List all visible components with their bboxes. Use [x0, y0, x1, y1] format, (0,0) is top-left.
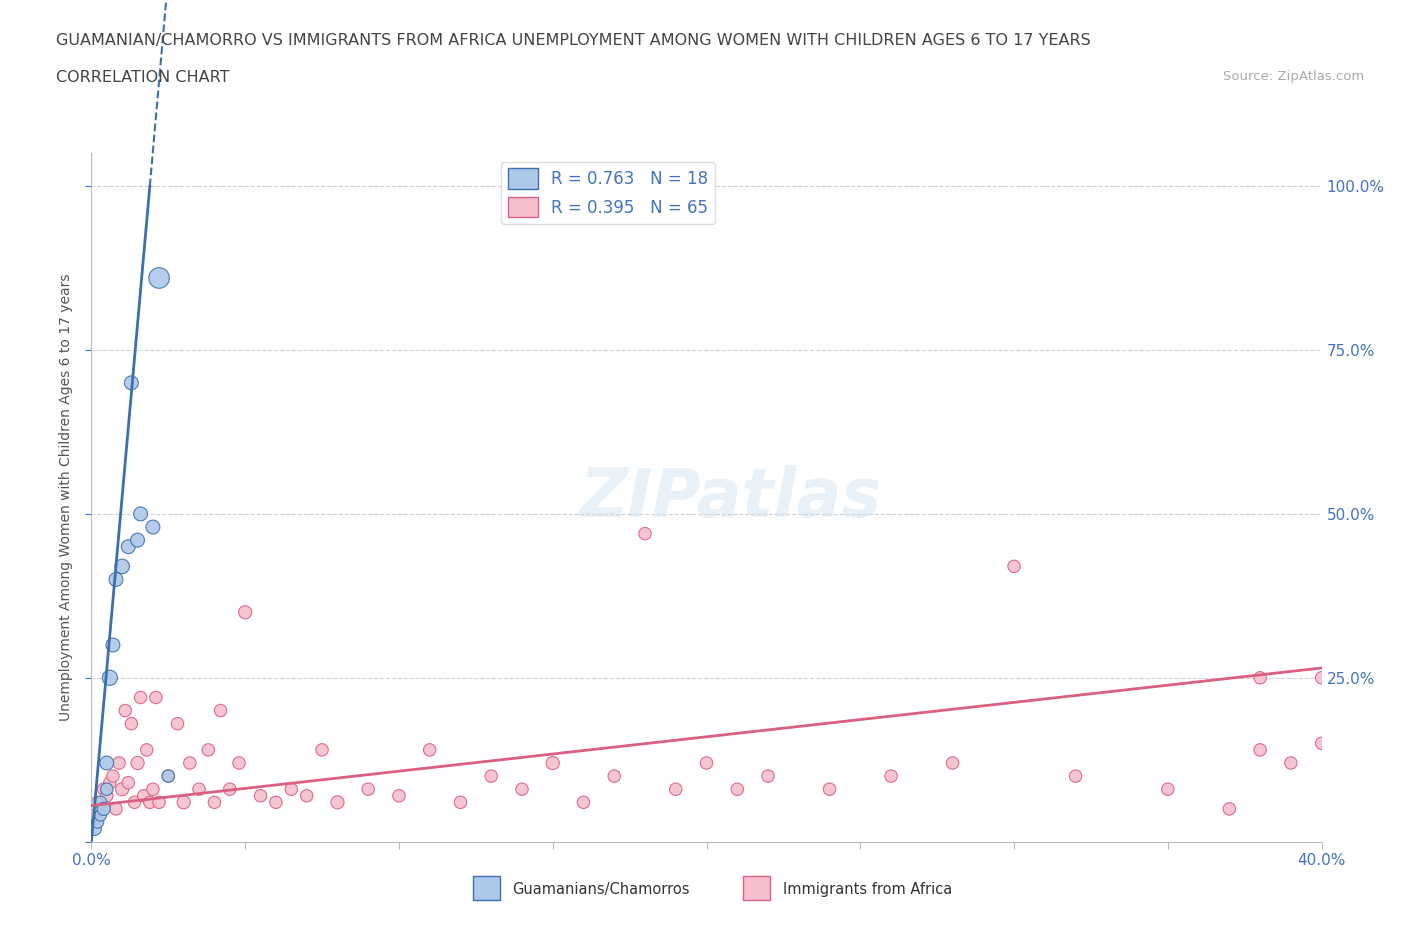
Y-axis label: Unemployment Among Women with Children Ages 6 to 17 years: Unemployment Among Women with Children A…	[59, 273, 73, 722]
Point	[86, 815, 108, 830]
Point	[139, 795, 162, 810]
Point	[1157, 782, 1180, 797]
Point	[145, 690, 167, 705]
Point	[1002, 559, 1025, 574]
Point	[264, 795, 287, 810]
Point	[942, 755, 965, 770]
Point	[105, 572, 127, 587]
Text: CORRELATION CHART: CORRELATION CHART	[56, 70, 229, 85]
Point	[148, 271, 170, 286]
Point	[83, 808, 105, 823]
Point	[218, 782, 240, 797]
Point	[1310, 736, 1333, 751]
Text: ZIPatlas: ZIPatlas	[581, 465, 882, 530]
Point	[90, 802, 112, 817]
Point	[93, 782, 115, 797]
Point	[98, 776, 121, 790]
Point	[449, 795, 471, 810]
Point	[86, 795, 108, 810]
Point	[188, 782, 211, 797]
Point	[127, 533, 149, 548]
Point	[228, 755, 250, 770]
Point	[295, 789, 318, 804]
Point	[357, 782, 380, 797]
Point	[696, 755, 718, 770]
Point	[818, 782, 841, 797]
Point	[142, 520, 165, 535]
Point	[603, 769, 626, 784]
Point	[129, 507, 152, 522]
Point	[90, 795, 112, 810]
Point	[479, 769, 502, 784]
Point	[135, 742, 157, 757]
Point	[1279, 755, 1302, 770]
Point	[90, 808, 112, 823]
Legend: R = 0.763   N = 18, R = 0.395   N = 65: R = 0.763 N = 18, R = 0.395 N = 65	[501, 162, 716, 224]
Point	[129, 690, 152, 705]
Point	[1218, 802, 1240, 817]
Point	[111, 559, 134, 574]
Point	[880, 769, 903, 784]
Point	[249, 789, 271, 804]
Point	[117, 539, 139, 554]
Point	[117, 776, 139, 790]
Point	[173, 795, 195, 810]
Point	[541, 755, 564, 770]
FancyBboxPatch shape	[744, 876, 770, 900]
Point	[1310, 671, 1333, 685]
Point	[233, 604, 256, 619]
Point	[96, 789, 118, 804]
Point	[120, 376, 142, 391]
Point	[634, 526, 657, 541]
Point	[132, 789, 155, 804]
Point	[83, 821, 105, 836]
Point	[166, 716, 188, 731]
Point	[105, 802, 127, 817]
Point	[114, 703, 136, 718]
Point	[1249, 671, 1271, 685]
FancyBboxPatch shape	[472, 876, 501, 900]
Point	[419, 742, 441, 757]
Point	[756, 769, 779, 784]
Point	[124, 795, 146, 810]
Text: Guamanians/Chamorros: Guamanians/Chamorros	[512, 883, 689, 897]
Point	[120, 716, 142, 731]
Point	[202, 795, 225, 810]
Point	[280, 782, 302, 797]
Point	[665, 782, 688, 797]
Text: Immigrants from Africa: Immigrants from Africa	[783, 883, 952, 897]
Point	[148, 795, 170, 810]
Point	[127, 755, 149, 770]
Point	[388, 789, 411, 804]
Point	[572, 795, 595, 810]
Point	[157, 769, 180, 784]
Point	[326, 795, 349, 810]
Point	[96, 755, 118, 770]
Point	[108, 755, 131, 770]
Point	[725, 782, 748, 797]
Point	[1064, 769, 1087, 784]
Point	[98, 671, 121, 685]
Point	[510, 782, 533, 797]
Point	[209, 703, 232, 718]
Text: GUAMANIAN/CHAMORRO VS IMMIGRANTS FROM AFRICA UNEMPLOYMENT AMONG WOMEN WITH CHILD: GUAMANIAN/CHAMORRO VS IMMIGRANTS FROM AF…	[56, 33, 1091, 47]
Point	[1249, 742, 1271, 757]
Point	[101, 769, 124, 784]
Point	[179, 755, 201, 770]
Point	[142, 782, 165, 797]
Point	[311, 742, 333, 757]
Point	[101, 638, 124, 653]
Point	[93, 802, 115, 817]
Point	[111, 782, 134, 797]
Point	[197, 742, 219, 757]
Point	[96, 782, 118, 797]
Point	[157, 769, 180, 784]
Text: Source: ZipAtlas.com: Source: ZipAtlas.com	[1223, 70, 1364, 83]
